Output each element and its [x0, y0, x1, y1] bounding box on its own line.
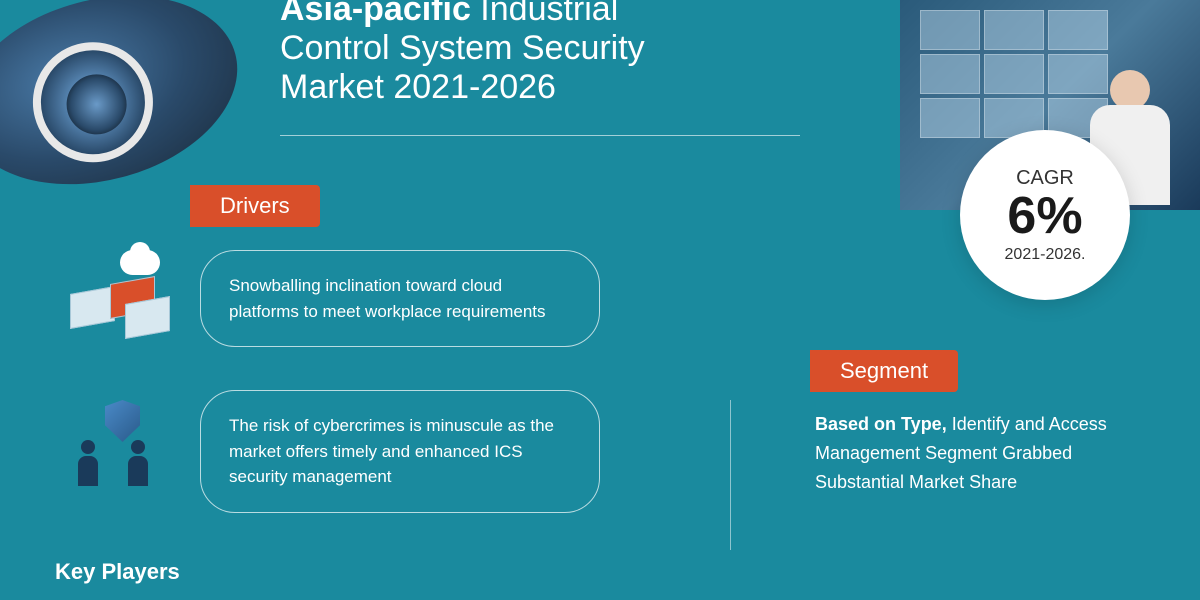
monitor-cell: [984, 54, 1044, 94]
key-players-label: Key Players: [55, 559, 180, 585]
title-block: Asia-pacific Industrial Control System S…: [280, 0, 645, 107]
title-prefix: Market: [280, 68, 393, 106]
title-line-1: Asia-pacific Industrial: [280, 0, 645, 29]
segment-divider: [730, 400, 731, 550]
iso-box: [125, 296, 170, 339]
cagr-value: 6%: [1007, 190, 1082, 242]
shield-shape: [105, 400, 140, 442]
title-divider: [280, 135, 800, 136]
title-years: 2021-2026: [393, 68, 556, 106]
monitor-cell: [984, 10, 1044, 50]
title-highlight: Asia-pacific: [280, 0, 471, 28]
security-shield-icon: [70, 400, 190, 500]
person-figure: [125, 440, 150, 490]
title-line-2: Control System Security: [280, 29, 645, 68]
person-figure: [75, 440, 100, 490]
camera-lens-inner: [60, 68, 133, 141]
cagr-period: 2021-2026.: [1005, 246, 1086, 264]
segment-text: Based on Type, Identify and Access Manag…: [815, 410, 1135, 496]
monitor-cell: [1048, 10, 1108, 50]
title-rest-1: Industrial: [471, 0, 618, 28]
segment-section-label: Segment: [810, 350, 958, 392]
driver-box-1: Snowballing inclination toward cloud pla…: [200, 250, 600, 347]
iso-box: [70, 286, 115, 329]
infographic-container: Advisors Asia-pacific Industrial Control…: [0, 0, 1200, 600]
operator-head: [1110, 70, 1150, 110]
monitor-cell: [920, 10, 980, 50]
monitor-cell: [920, 98, 980, 138]
cloud-shape: [120, 250, 160, 275]
driver-box-2: The risk of cybercrimes is minuscule as …: [200, 390, 600, 513]
cagr-badge: CAGR 6% 2021-2026.: [960, 130, 1130, 300]
cloud-platform-icon: [60, 250, 180, 350]
drivers-section-label: Drivers: [190, 185, 320, 227]
title-line-3: Market 2021-2026: [280, 68, 645, 107]
segment-text-bold: Based on Type,: [815, 414, 947, 434]
monitor-cell: [920, 54, 980, 94]
camera-lens: [19, 29, 166, 176]
